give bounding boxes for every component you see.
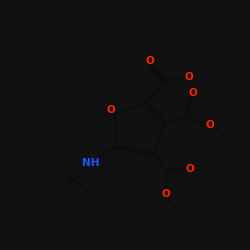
Text: O: O (162, 189, 170, 199)
Text: O: O (186, 164, 194, 174)
Text: NH: NH (82, 158, 100, 168)
Text: O: O (106, 106, 115, 116)
Text: O: O (206, 120, 215, 130)
Text: O: O (185, 72, 194, 82)
Text: O: O (145, 56, 154, 66)
Text: O: O (189, 88, 198, 99)
